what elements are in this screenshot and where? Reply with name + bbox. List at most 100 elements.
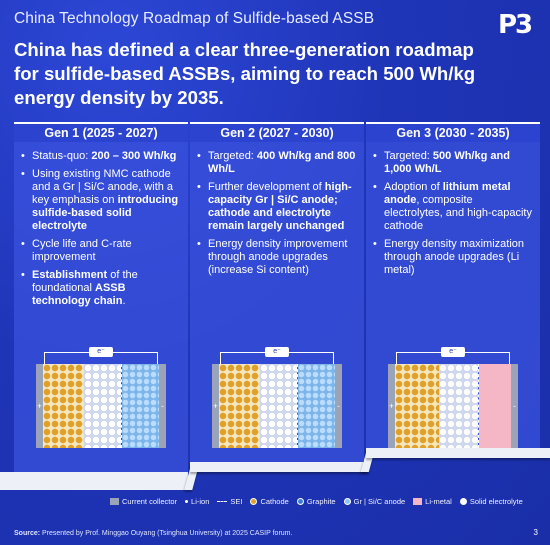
legend-label: Cathode — [260, 497, 289, 506]
cell-diagram: e⁻ + - — [212, 347, 342, 448]
circle-swatch-icon — [250, 498, 258, 505]
stair-step-2 — [190, 462, 368, 472]
current-collector-right: - — [335, 364, 342, 448]
legend-label: Li-ion — [191, 497, 210, 506]
legend-item: Graphite — [296, 497, 336, 506]
legend-label: Graphite — [306, 497, 336, 506]
grsi-anode-layer — [121, 364, 159, 448]
legend-item: SEI — [217, 497, 242, 506]
circle-swatch-icon — [343, 498, 351, 505]
bullet-item: Status-quo: 200 – 300 Wh/kg — [20, 150, 182, 163]
stair-step-3 — [366, 448, 550, 458]
current-collector-left: + — [36, 364, 43, 448]
legend-label: Gr | Si/C anode — [353, 497, 406, 506]
source-note: Source: Presented by Prof. Minggao Ouyan… — [14, 530, 292, 537]
bullet-item: Adoption of lithium metal anode, composi… — [372, 181, 534, 233]
p3-logo: P3 — [498, 10, 533, 40]
bullet-text: of the foundational — [32, 269, 138, 294]
page-number: 3 — [533, 528, 538, 537]
legend-label: Li-metal — [425, 497, 452, 506]
bullet-list: Targeted: 500 Wh/kg and 1,000 Wh/L Adopti… — [372, 150, 534, 277]
bullet-text-bold: Establishment — [32, 269, 108, 281]
legend-label: SEI — [230, 497, 243, 506]
sei-line — [478, 364, 480, 448]
sei-line — [296, 364, 298, 448]
solid-electrolyte-layer — [83, 364, 121, 448]
bullet-text-bold: lithium metal anode — [384, 181, 511, 206]
gen-content: Status-quo: 200 – 300 Wh/kg Using existin… — [20, 150, 182, 313]
bullet-text: . — [122, 295, 126, 307]
bullet-text: Energy density improvement through anode… — [208, 238, 348, 276]
circle-swatch-icon — [296, 498, 304, 505]
terminal-sign: - — [513, 401, 516, 411]
legend-item: Current collector — [110, 497, 177, 506]
cathode-layer — [219, 364, 260, 448]
bullet-list: Targeted: 400 Wh/kg and 800 Wh/L Further … — [196, 150, 358, 277]
sei-line — [120, 364, 122, 448]
solid-electrolyte-layer — [438, 364, 479, 448]
current-collector-right: - — [159, 364, 166, 448]
bullet-text: Targeted: — [384, 150, 433, 162]
terminal-sign: - — [161, 401, 164, 411]
legend-item: Gr | Si/C anode — [343, 497, 406, 506]
cell-body: + - — [36, 364, 166, 448]
solid-electrolyte-layer — [259, 364, 297, 448]
bullet-item: Energy density improvement through anode… — [196, 238, 358, 277]
gen-header: Gen 2 (2027 - 2030) — [190, 122, 364, 142]
current-collector-left: + — [212, 364, 219, 448]
gen-column-2: Gen 2 (2027 - 2030) Targeted: 400 Wh/kg a… — [190, 122, 364, 462]
bullet-text: Using existing NMC cathode and a Gr | Si… — [32, 168, 174, 206]
gen-header: Gen 3 (2030 - 2035) — [366, 122, 540, 142]
bullet-item: Targeted: 400 Wh/kg and 800 Wh/L — [196, 150, 358, 176]
bullet-text-bold: 400 Wh/kg and 800 Wh/L — [208, 150, 356, 175]
electron-label: e⁻ — [441, 347, 465, 357]
bullet-text: Targeted: — [208, 150, 257, 162]
bullet-text: Status-quo: — [32, 150, 92, 162]
bullet-item: Energy density maximization through anod… — [372, 238, 534, 277]
electron-label: e⁻ — [89, 347, 113, 357]
gen-content: Targeted: 500 Wh/kg and 1,000 Wh/L Adopti… — [372, 150, 534, 282]
gen-content: Targeted: 400 Wh/kg and 800 Wh/L Further … — [196, 150, 358, 282]
cell-body: + - — [388, 364, 518, 448]
circle-swatch-icon — [459, 498, 467, 505]
bullet-text-bold: introducing sulfide-based solid electrol… — [32, 194, 179, 232]
terminal-sign: + — [213, 401, 218, 411]
legend-label: Solid electrolyte — [469, 497, 523, 506]
bullet-text-bold: 200 – 300 Wh/kg — [91, 150, 177, 162]
terminal-sign: - — [337, 401, 340, 411]
cathode-layer — [43, 364, 84, 448]
bullet-item: Further development of high-capacity Gr … — [196, 181, 358, 233]
current-collector-right: - — [511, 364, 518, 448]
li-metal-anode — [479, 364, 511, 448]
cell-diagram: e⁻ + - — [388, 347, 518, 448]
dot-swatch-icon — [185, 500, 189, 503]
current-collector-left: + — [388, 364, 395, 448]
dashed-line-swatch-icon — [217, 501, 228, 502]
collector-swatch-icon — [110, 498, 119, 505]
bullet-text-bold: ASSB technology chain — [32, 282, 126, 307]
bullet-text: Adoption of — [384, 181, 443, 193]
grsi-anode-layer — [297, 364, 335, 448]
cathode-layer — [395, 364, 439, 448]
bullet-text: Cycle life and C-rate improvement — [32, 238, 132, 263]
bullet-item: Using existing NMC cathode and a Gr | Si… — [20, 168, 182, 233]
bullet-item: Establishment of the foundational ASSB t… — [20, 269, 182, 308]
legend: Current collector Li-ion SEI Cathode Graphit… — [110, 497, 523, 506]
source-text: Presented by Prof. Minggao Ouyang (Tsing… — [40, 530, 293, 537]
bullet-text-bold: high-capacity Gr | Si/C anode; cathode a… — [208, 181, 352, 232]
electron-label: e⁻ — [265, 347, 289, 357]
bullet-text-bold: 500 Wh/kg and 1,000 Wh/L — [384, 150, 510, 175]
bullet-text: , composite electrolytes, and high-capac… — [384, 194, 532, 232]
gen-header: Gen 1 (2025 - 2027) — [14, 122, 188, 142]
gen-column-3: Gen 3 (2030 - 2035) Targeted: 500 Wh/kg a… — [366, 122, 540, 448]
bullet-item: Targeted: 500 Wh/kg and 1,000 Wh/L — [372, 150, 534, 176]
cell-body: + - — [212, 364, 342, 448]
source-label: Source: — [14, 530, 41, 537]
bullet-list: Status-quo: 200 – 300 Wh/kg Using existin… — [20, 150, 182, 308]
legend-item: Solid electrolyte — [459, 497, 523, 506]
terminal-sign: + — [389, 401, 394, 411]
gen-column-1: Gen 1 (2025 - 2027) Status-quo: 200 – 300… — [14, 122, 188, 472]
bullet-text: Energy density maximization through anod… — [384, 238, 525, 276]
legend-item: Li-metal — [413, 497, 452, 506]
terminal-sign: + — [37, 401, 42, 411]
